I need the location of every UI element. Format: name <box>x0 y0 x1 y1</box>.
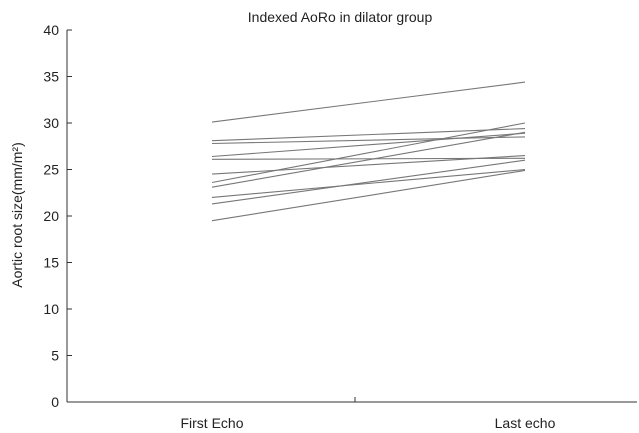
x-category-label: First Echo <box>180 415 243 431</box>
x-category-label: Last echo <box>495 415 556 431</box>
y-tick-label: 20 <box>43 208 59 224</box>
series-lines <box>211 81 526 222</box>
series-line-4 <box>211 132 526 158</box>
series-line-3 <box>211 136 526 145</box>
series-line-10 <box>211 159 526 205</box>
series-line-1 <box>211 81 526 123</box>
chart-title: Indexed AoRo in dilator group <box>248 9 433 25</box>
y-ticks: 0 5 10 15 20 25 30 35 40 <box>43 22 72 410</box>
x-ticks: First Echo Last echo <box>180 397 556 431</box>
y-axis-label: Aortic root size(mm/m²) <box>9 142 25 287</box>
series-line-8 <box>211 131 526 188</box>
series-line-11 <box>211 169 526 222</box>
series-line-9 <box>211 168 526 198</box>
y-tick-label: 5 <box>51 348 59 364</box>
y-tick-label: 25 <box>43 162 59 178</box>
series-line-6 <box>211 155 526 175</box>
y-tick-label: 30 <box>43 115 59 131</box>
series-line-2 <box>211 128 526 142</box>
y-tick-label: 40 <box>43 22 59 38</box>
y-tick-label: 15 <box>43 255 59 271</box>
y-tick-label: 10 <box>43 301 59 317</box>
series-line-7 <box>211 122 526 184</box>
y-tick-label: 0 <box>51 394 59 410</box>
y-tick-label: 35 <box>43 69 59 85</box>
